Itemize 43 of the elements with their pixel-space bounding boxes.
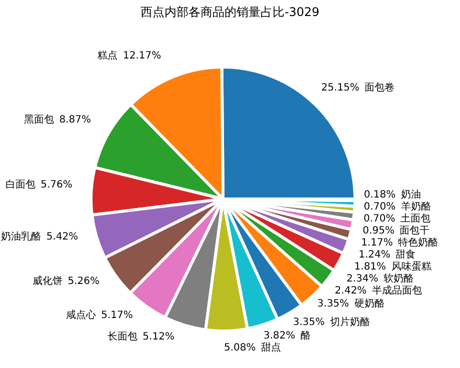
chart-title: 西点内部各商品的销量占比-3029 xyxy=(140,4,320,21)
data-label: 3.35% xyxy=(293,317,325,328)
slice-label: 软奶酪 xyxy=(383,272,414,284)
slice-label: 长面包 xyxy=(107,330,138,342)
data-label: 5.42% xyxy=(46,231,78,242)
slice-label: 酪 xyxy=(300,330,310,342)
slice-label: 白面包 xyxy=(5,178,36,191)
slice-label: 半成品面包 xyxy=(372,284,422,296)
slice-label: 羊奶酪 xyxy=(400,200,431,212)
slice-label: 特色奶酪 xyxy=(398,236,438,248)
slice-label: 糕点 xyxy=(98,50,118,62)
slice-label: 黑面包 xyxy=(24,114,54,126)
data-label: 1.81% xyxy=(354,261,386,272)
data-label: 5.12% xyxy=(142,331,174,342)
slice-label: 风味蛋糕 xyxy=(391,260,432,272)
slice-label: 奶油 xyxy=(400,188,421,200)
data-label: 2.42% xyxy=(334,285,367,296)
slice-label: 奶油乳酪 xyxy=(1,230,42,242)
data-label: 25.15% xyxy=(321,82,360,94)
data-label: 0.70% xyxy=(364,201,396,212)
data-label: 0.18% xyxy=(364,189,396,200)
data-label: 5.26% xyxy=(68,276,100,288)
data-label: 3.82% xyxy=(263,330,296,342)
data-label: 5.76% xyxy=(40,180,72,191)
data-label: 1.24% xyxy=(358,249,390,260)
slice-label: 甜点 xyxy=(260,342,281,354)
slice-label: 咸点心 xyxy=(66,309,96,322)
data-label: 0.70% xyxy=(363,213,396,224)
slice-label: 硬奶酪 xyxy=(354,297,384,310)
slice-label: 面包卷 xyxy=(364,82,395,94)
data-label: 8.87% xyxy=(59,114,92,126)
data-label: 5.08% xyxy=(224,342,256,354)
slice-label: 面包干 xyxy=(400,224,430,236)
slice-label: 甜食 xyxy=(396,248,416,260)
data-label: 5.17% xyxy=(101,310,133,322)
data-label: 12.17% xyxy=(123,50,162,62)
data-label: 2.34% xyxy=(346,273,378,284)
slice-label: 威化饼 xyxy=(32,275,63,288)
slice-label: 切片奶酪 xyxy=(330,316,370,328)
data-label: 3.35% xyxy=(317,298,350,310)
data-label: 0.95% xyxy=(362,225,394,236)
slice-label: 土面包 xyxy=(400,212,430,224)
data-label: 1.17% xyxy=(361,237,393,248)
